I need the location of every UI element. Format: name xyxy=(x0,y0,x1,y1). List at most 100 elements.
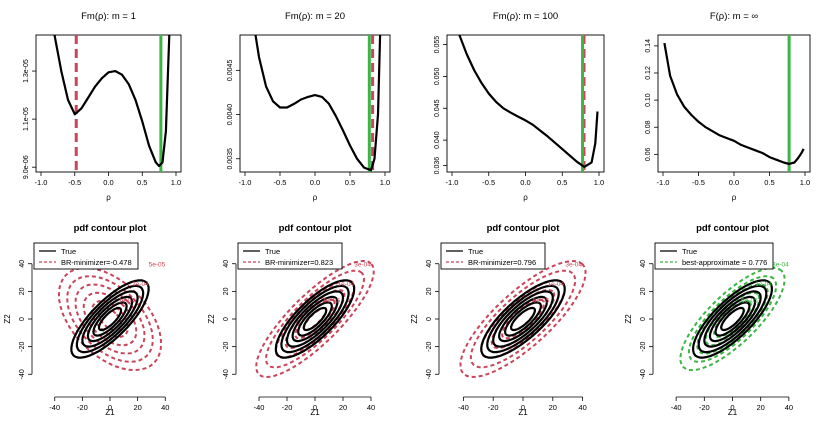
x-tick-label: 40 xyxy=(578,403,586,412)
x-axis-label: ρ xyxy=(313,193,318,202)
x-axis-label: ρ xyxy=(523,193,528,202)
x-axis-label: Z1 xyxy=(105,408,115,417)
y-axis-label: Z2 xyxy=(624,314,633,324)
x-tick-label: -0.5 xyxy=(274,178,287,187)
x-tick-label: 20 xyxy=(133,403,141,412)
y-tick-label: 0.12 xyxy=(645,66,652,80)
legend: True best-approximate = 0.776 xyxy=(654,242,774,270)
x-tick-label: -0.5 xyxy=(482,178,495,187)
true-contour xyxy=(75,284,145,354)
y-tick-label: 40 xyxy=(640,260,647,268)
plot-frame xyxy=(657,34,811,173)
x-tick-label: -0.5 xyxy=(68,178,81,187)
fitted-contour xyxy=(459,260,587,378)
y-tick-label: 0.14 xyxy=(645,39,652,53)
y-tick-label: -20 xyxy=(223,341,230,351)
y-tick-label: 0.050 xyxy=(434,68,441,86)
x-tick-label: -20 xyxy=(282,403,293,412)
contour-value-label: 1e-04 xyxy=(755,281,772,288)
y-tick-label: 0.040 xyxy=(434,131,441,149)
x-tick-label: 0.5 xyxy=(137,178,147,187)
fitted-contour xyxy=(82,291,138,347)
y-tick-label: 9.0e-06 xyxy=(23,155,30,179)
plot-title: F(ρ): m = ∞ xyxy=(710,11,759,22)
plot-title: Fm(ρ): m = 100 xyxy=(493,11,558,22)
legend: True BR-minimizer=0.823 xyxy=(237,242,343,270)
x-axis-label: ρ xyxy=(732,193,737,202)
contour-value-label: 1e-04 xyxy=(547,281,564,288)
y-tick-label: -20 xyxy=(19,341,26,351)
plot-area xyxy=(458,35,599,172)
true-contour xyxy=(274,279,356,359)
legend-label-fitted: BR-minimizer=0.823 xyxy=(265,258,333,267)
x-axis-label: Z1 xyxy=(728,408,738,417)
x-tick-label: -40 xyxy=(671,403,682,412)
x-tick-label: 1.0 xyxy=(800,178,810,187)
x-tick-label: 0 xyxy=(108,403,112,412)
plot-title: Fm(ρ): m = 20 xyxy=(285,11,345,22)
y-tick-label: 0 xyxy=(223,317,230,321)
legend-label-true: True xyxy=(61,247,76,256)
true-contour xyxy=(703,290,762,348)
contour-value-label: 3e-04 xyxy=(565,261,582,268)
x-tick-label: 40 xyxy=(367,403,375,412)
y-tick-label: 20 xyxy=(19,287,26,295)
legend: True BR-minimizer=0.796 xyxy=(440,242,546,270)
contour-value-label: 2e-04 xyxy=(132,281,149,288)
true-contour xyxy=(280,284,350,354)
legend-label-fitted: BR-minimizer=-0.478 xyxy=(61,258,132,267)
y-tick-label: 0.06 xyxy=(645,147,652,161)
top-panel-2: Fm(ρ): m = 20 -1.0 -0.5 0.0 0.5 1.0 ρ 0.0035 0.0… xyxy=(227,11,391,202)
fitted-contour xyxy=(74,283,146,355)
true-contour xyxy=(291,295,339,343)
y-tick-label: -40 xyxy=(223,369,230,379)
x-tick-label: 0.0 xyxy=(520,178,530,187)
true-contour xyxy=(503,301,543,337)
legend-box xyxy=(440,242,546,270)
y-axis-label: Z2 xyxy=(207,314,216,324)
y-tick-label: 0.0045 xyxy=(227,60,234,82)
true-contour xyxy=(708,295,757,343)
contour-value-label: 1e-04 xyxy=(118,297,135,304)
y-tick-label: 1.1e-05 xyxy=(23,107,30,131)
x-tick-label: 40 xyxy=(785,403,793,412)
legend-box xyxy=(237,242,343,270)
x-tick-label: 20 xyxy=(339,403,347,412)
x-axis-label: ρ xyxy=(106,193,111,202)
x-tick-label: 1.0 xyxy=(171,178,181,187)
contour-value-label: 5e-05 xyxy=(149,261,166,268)
contour-title: pdf contour plot xyxy=(279,223,353,234)
legend-label-true: True xyxy=(468,247,483,256)
top-panel-1: Fm(ρ): m = 1 -1.0 -0.5 0.0 0.5 1.0 ρ 9.0e-06 1.1… xyxy=(23,11,182,202)
x-tick-label: -1.0 xyxy=(239,178,252,187)
contour-value-label: 1e-04 xyxy=(337,281,354,288)
y-tick-label: -40 xyxy=(19,369,26,379)
true-contour xyxy=(510,306,536,332)
x-tick-label: 1.0 xyxy=(380,178,390,187)
true-contour xyxy=(498,295,548,343)
y-tick-label: 40 xyxy=(426,260,433,268)
contour-panel-1: pdf contour plot 1e-04 2e-04 5e-05 True BR-mi… xyxy=(3,223,169,417)
x-tick-label: -0.5 xyxy=(692,178,705,187)
objective-curve xyxy=(663,42,805,165)
true-contour xyxy=(81,290,139,348)
contour-area: 1e-04 2e-04 5e-05 xyxy=(57,261,166,372)
contour-area: 5e-05 1e-04 3e-04 xyxy=(459,260,587,378)
y-tick-label: -20 xyxy=(640,341,647,351)
x-tick-label: 0.5 xyxy=(557,178,567,187)
x-tick-label: -1.0 xyxy=(446,178,459,187)
plot-area xyxy=(53,35,171,172)
y-tick-label: 0.055 xyxy=(434,36,441,54)
true-contour xyxy=(691,279,774,359)
x-tick-label: 0.5 xyxy=(764,178,774,187)
y-tick-label: 20 xyxy=(426,287,433,295)
fitted-contour xyxy=(687,275,778,363)
x-tick-label: -1.0 xyxy=(35,178,48,187)
top-panel-3: Fm(ρ): m = 100 -1.0 -0.5 0.0 0.5 1.0 ρ 0.036 0.0… xyxy=(434,11,605,202)
y-tick-label: -20 xyxy=(426,341,433,351)
y-tick-label: 0 xyxy=(640,317,647,321)
contour-title: pdf contour plot xyxy=(487,223,561,234)
x-tick-label: 0.5 xyxy=(345,178,355,187)
y-tick-label: 40 xyxy=(223,260,230,268)
